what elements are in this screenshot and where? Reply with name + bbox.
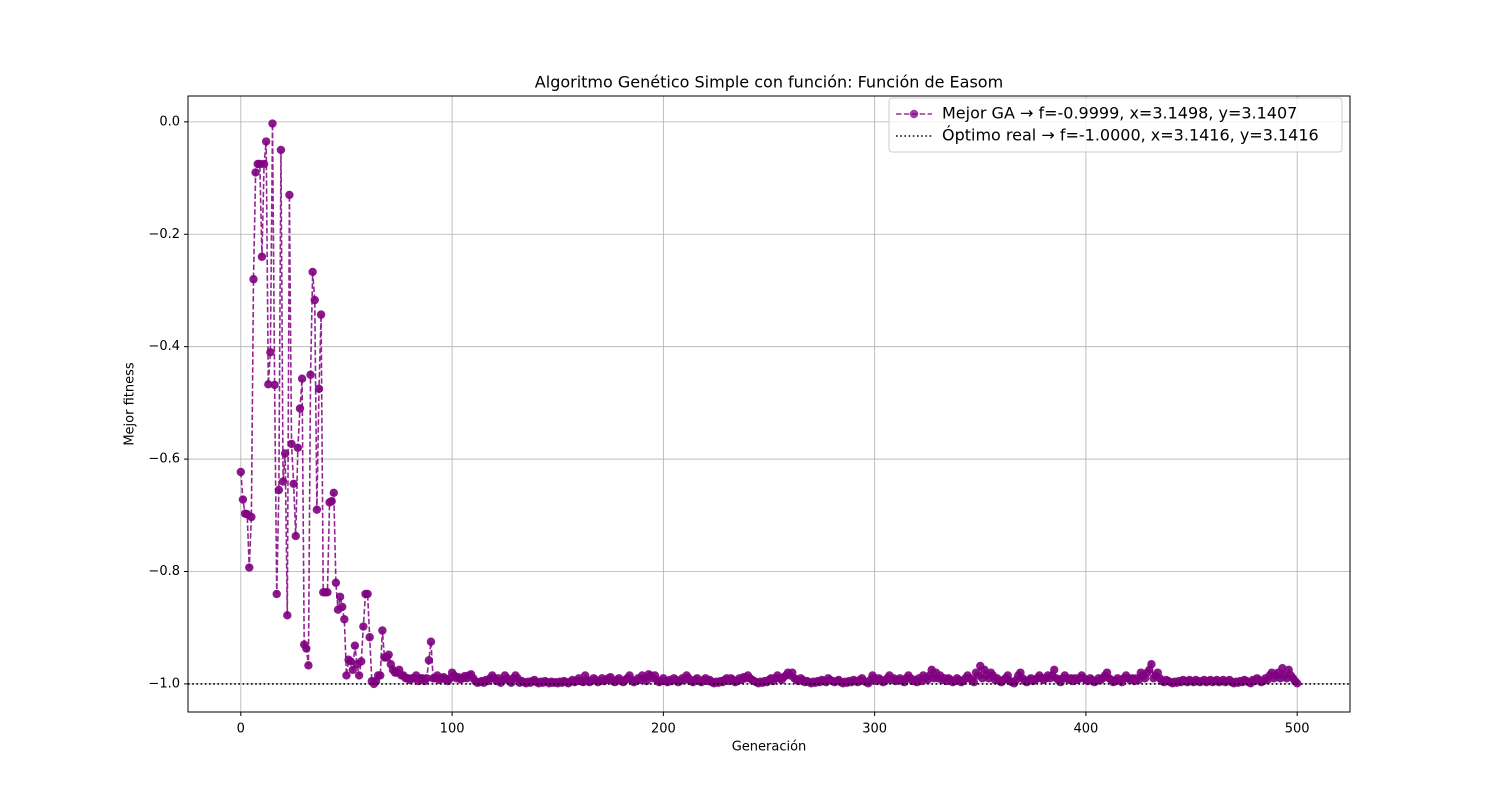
data-point [278,477,288,486]
data-point [384,650,393,659]
x-tick-label: 200 [651,722,676,737]
data-point [297,374,307,383]
data-point [329,488,338,498]
data-point [270,380,279,390]
data-point [266,348,275,357]
data-point [350,641,360,650]
legend-box [888,97,1343,153]
data-point [285,190,294,200]
data-point [340,615,349,624]
legend-label: Óptimo real → f=-1.0000, x=3.1416, y=3.1… [942,126,1319,145]
data-point [312,505,322,514]
data-point [236,467,246,477]
data-point [249,275,258,284]
data-point [287,439,296,449]
x-tick-label: 400 [1073,722,1098,737]
data-point [304,661,313,670]
data-point [302,644,311,653]
data-point [327,497,336,506]
data-point [365,633,374,642]
y-tick-label: −1.0 [148,676,180,691]
data-point [283,611,292,620]
data-point [264,380,273,389]
data-point [291,531,300,541]
data-point [422,674,431,683]
data-point [1278,663,1287,673]
data-point [359,622,368,631]
data-point [376,671,385,680]
y-axis-label: Mejor fitness [123,362,138,446]
data-point [308,267,317,277]
legend: Mejor GA → f=-0.9999, x=3.1498, y=3.1407… [888,97,1343,153]
data-point [276,145,286,155]
data-point [306,370,315,379]
legend-label: Mejor GA → f=-0.9999, x=3.1498, y=3.1407 [942,104,1297,123]
legend-marker [909,109,919,119]
data-point [295,404,305,413]
data-point [426,637,436,646]
y-tick-label: −0.4 [148,339,180,354]
data-point [280,449,290,458]
y-tick-label: −0.2 [148,227,180,242]
data-point [251,168,260,177]
data-point [316,310,326,319]
data-point [310,295,319,305]
y-tick-label: 0.0 [159,114,180,129]
data-point [335,592,345,601]
x-axis-label: Generación [732,740,807,755]
data-point [323,588,332,597]
data-point [346,657,355,666]
data-point [257,252,267,261]
data-point [293,443,303,453]
axes-frame [187,95,1351,713]
data-point [289,479,298,489]
data-point [245,563,254,572]
data-point [272,589,281,599]
data-point [1147,660,1156,669]
data-point [238,495,248,504]
data-point [247,512,256,522]
x-tick-label: 0 [237,722,245,737]
data-point [354,671,364,680]
data-point [378,626,387,635]
data-point [357,657,366,666]
x-tick-label: 300 [862,722,887,737]
y-tick-label: −0.8 [148,564,180,579]
chart-title: Algoritmo Genético Simple con función: F… [535,73,1003,92]
x-tick-label: 100 [440,722,465,737]
data-point [314,384,324,394]
data-point [274,485,284,495]
data-point [331,578,341,587]
y-tick-label: −0.6 [148,452,180,467]
x-tick-label: 500 [1285,722,1310,737]
data-point [1050,665,1059,675]
data-point [338,602,347,612]
data-point [969,678,979,687]
data-point [424,656,434,665]
data-point [261,137,271,146]
data-point [342,671,351,680]
data-point [259,159,269,169]
data-point [268,119,277,128]
data-point [363,589,372,599]
